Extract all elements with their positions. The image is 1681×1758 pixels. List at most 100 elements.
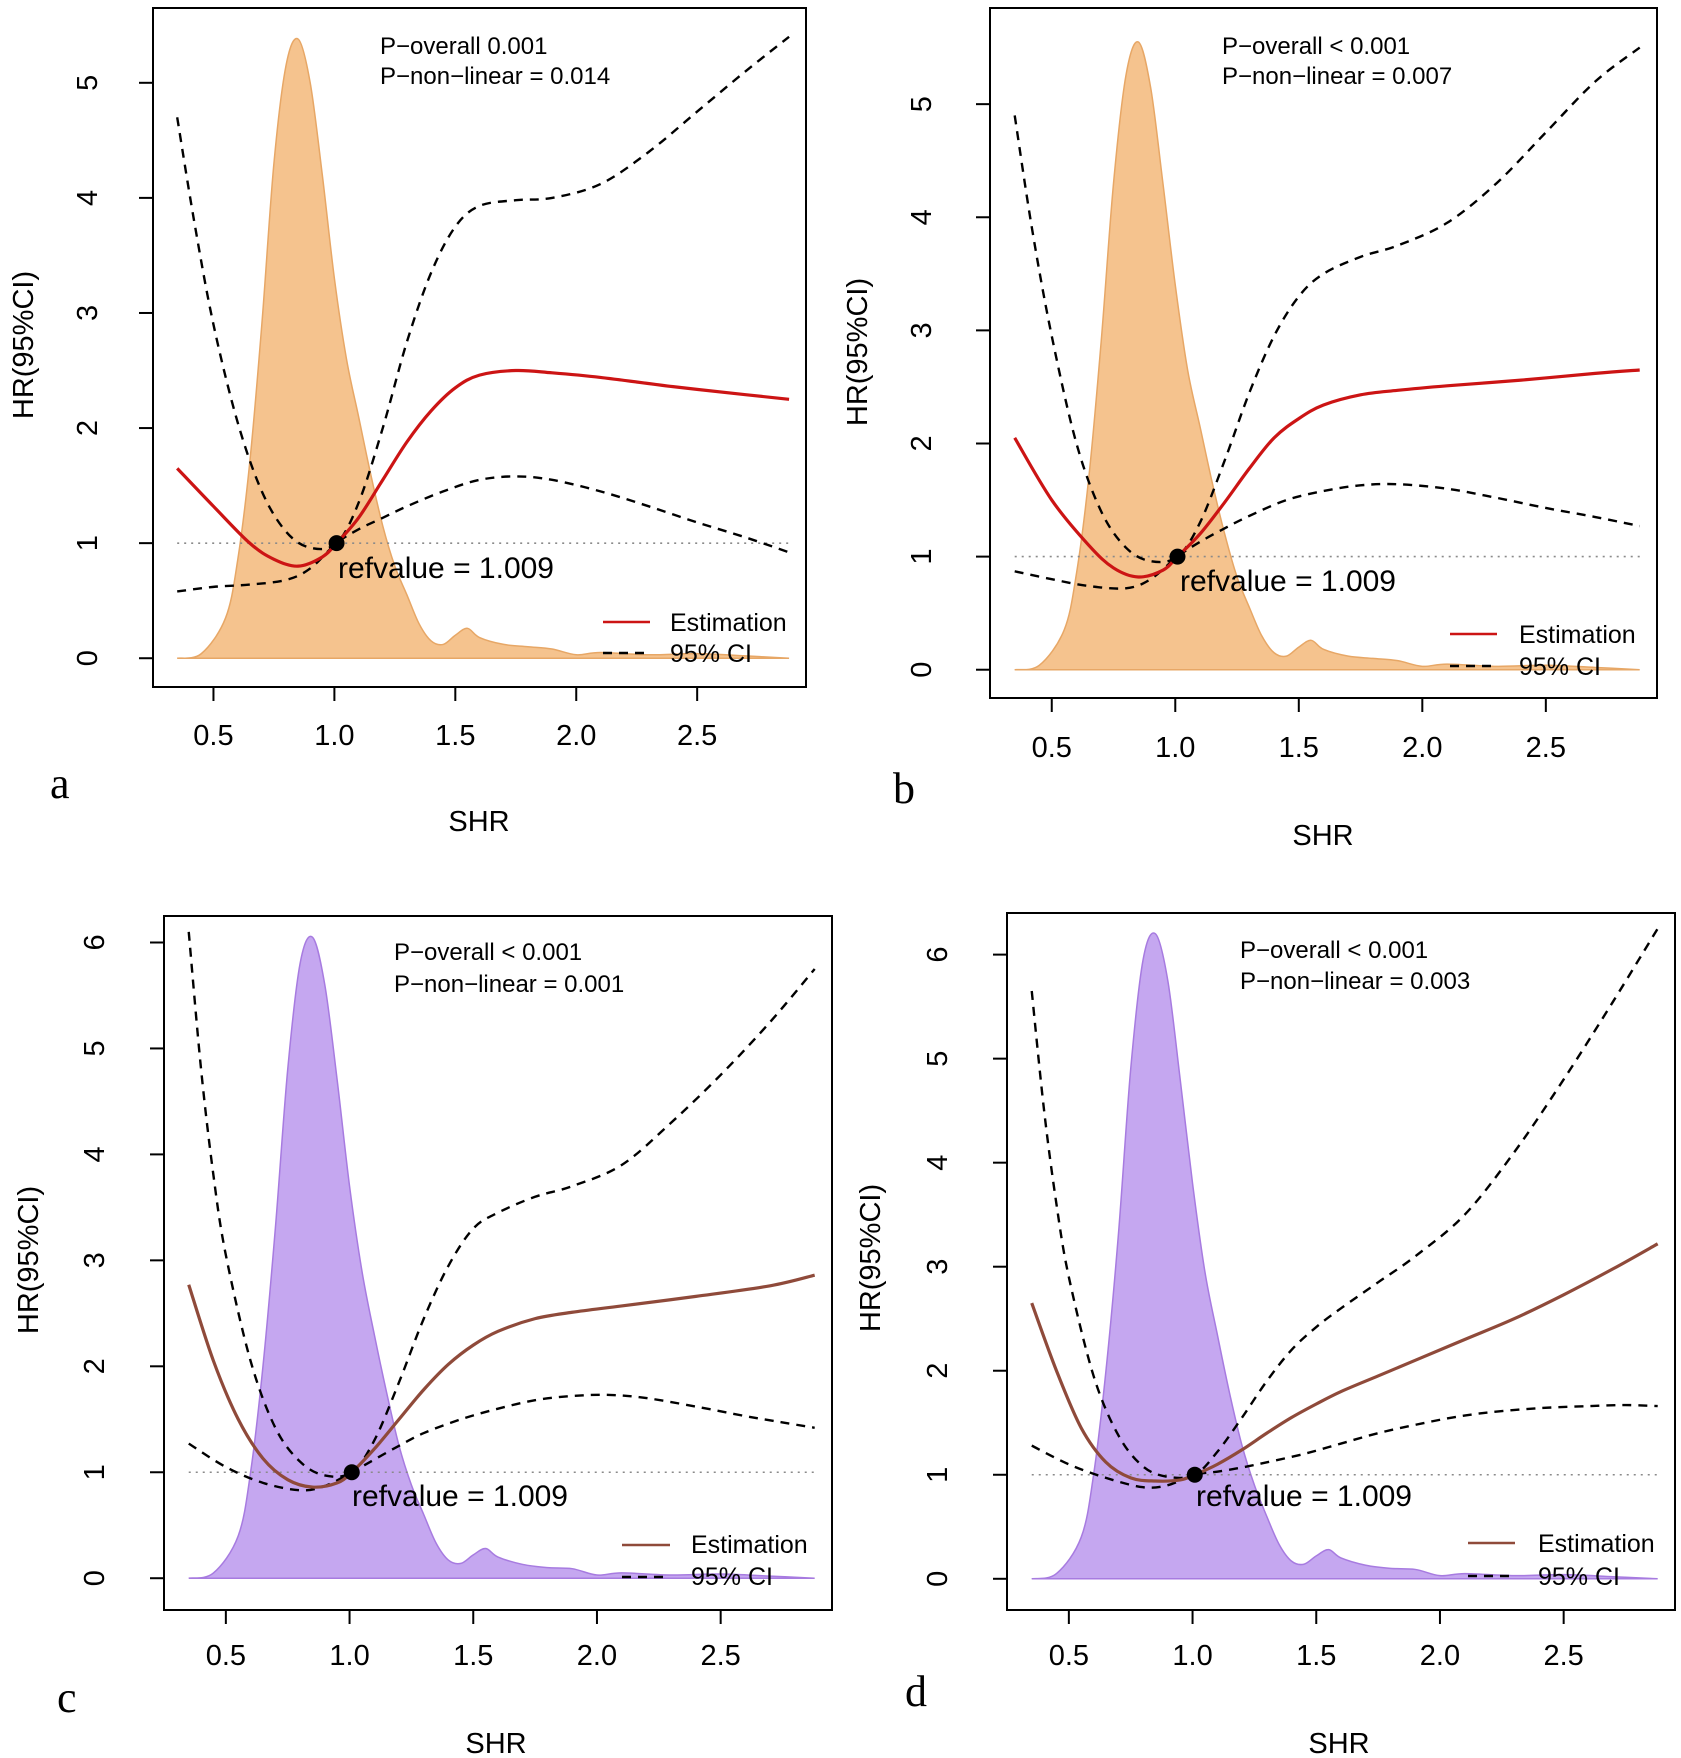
y-tick-label: 2 [906, 435, 938, 451]
panel-letter: a [50, 759, 70, 808]
x-tick-label: 0.5 [1049, 1640, 1089, 1672]
x-tick-label: 0.5 [193, 720, 233, 752]
ci-upper-line [187, 931, 816, 1478]
y-tick-label: 5 [79, 1040, 111, 1056]
estimation-line [176, 368, 790, 568]
reference-point [1169, 548, 1186, 565]
x-tick-label: 2.5 [701, 1640, 741, 1672]
density-curve [1014, 41, 1640, 671]
y-tick-label: 1 [72, 535, 104, 551]
p-overall-label: P−overall < 0.001 [1240, 937, 1428, 964]
p-nonlinear-label: P−non−linear = 0.007 [1222, 63, 1452, 90]
y-tick-label: 0 [922, 1571, 954, 1587]
density-area [1031, 932, 1658, 1580]
panel-c: 0.5 1.0 1.5 2.0 2.5 0 1 2 3 4 5 6 P−overall < 0.00… [13, 915, 833, 1758]
y-tick-label: 5 [72, 75, 104, 91]
density-curve [177, 37, 790, 659]
x-tick-label: 1.5 [1279, 732, 1319, 764]
y-axis-title: HR(95%CI) [855, 1184, 887, 1332]
panel-b: 0.5 1.0 1.5 2.0 2.5 0 1 2 3 4 5 P−overall < 0.001… [842, 7, 1658, 852]
legend-ci-label: 95% CI [1538, 1563, 1620, 1591]
x-tick-label: 1.0 [1172, 1640, 1212, 1672]
y-axis-title: HR(95%CI) [842, 278, 874, 426]
legend-estimation-label: Estimation [1519, 621, 1636, 649]
x-tick-label: 2.0 [1402, 732, 1442, 764]
estimation-line [1030, 1242, 1659, 1483]
y-tick-label: 1 [79, 1464, 111, 1480]
x-axis-title: SHR [465, 1728, 526, 1758]
ci-upper-line [1030, 927, 1659, 1480]
refvalue-label: refvalue = 1.009 [1196, 1480, 1412, 1513]
density-curve [1031, 932, 1658, 1580]
panel-d: 0.5 1.0 1.5 2.0 2.5 0 1 2 3 4 5 6 P−overall < 0.00… [855, 912, 1676, 1758]
y-tick-label: 4 [72, 190, 104, 206]
y-tick-label: 6 [922, 947, 954, 963]
y-tick-label: 3 [922, 1259, 954, 1275]
ref-point-marker [343, 1464, 360, 1481]
x-tick-label: 2.5 [677, 720, 717, 752]
y-tick-label: 6 [79, 934, 111, 950]
density-area [188, 935, 815, 1579]
x-tick-label: 2.5 [1544, 1640, 1584, 1672]
x-tick-label: 0.5 [206, 1640, 246, 1672]
y-tick-label: 2 [79, 1358, 111, 1374]
x-axis-title: SHR [448, 806, 509, 838]
y-tick-label: 1 [906, 549, 938, 565]
y-axis: 0 1 2 3 4 5 [906, 96, 990, 678]
y-tick-label: 5 [922, 1051, 954, 1067]
series-lines [176, 35, 790, 593]
legend-estimation-label: Estimation [1538, 1530, 1655, 1558]
y-axis-title: HR(95%CI) [8, 271, 40, 419]
reference-point [1186, 1466, 1203, 1483]
x-axis: 0.5 1.0 1.5 2.0 2.5 [1049, 1610, 1584, 1672]
y-tick-label: 4 [79, 1146, 111, 1162]
x-tick-label: 1.5 [453, 1640, 493, 1672]
x-axis-title: SHR [1308, 1728, 1369, 1758]
y-tick-label: 5 [906, 96, 938, 112]
legend-estimation-label: Estimation [691, 1531, 808, 1559]
y-tick-label: 2 [72, 420, 104, 436]
y-tick-label: 4 [922, 1155, 954, 1171]
x-axis: 0.5 1.0 1.5 2.0 2.5 [206, 1610, 741, 1672]
panel-letter: d [905, 1667, 927, 1716]
x-tick-label: 2.0 [577, 1640, 617, 1672]
series-lines [1013, 46, 1641, 590]
series-lines [187, 931, 816, 1492]
plot-frame [989, 7, 1658, 699]
ci-upper-line [176, 35, 790, 551]
y-tick-label: 3 [79, 1252, 111, 1268]
x-tick-label: 1.5 [1296, 1640, 1336, 1672]
x-tick-label: 1.0 [314, 720, 354, 752]
p-overall-label: P−overall < 0.001 [394, 939, 582, 966]
x-tick-label: 2.5 [1526, 732, 1566, 764]
panel-letter: b [893, 764, 915, 813]
legend: Estimation 95% CI [1450, 621, 1636, 681]
y-tick-label: 3 [72, 305, 104, 321]
p-overall-label: P−overall < 0.001 [1222, 33, 1410, 60]
y-axis: 0 1 2 3 4 5 [72, 75, 153, 666]
ref-point-marker [328, 535, 345, 552]
y-tick-label: 4 [906, 209, 938, 225]
x-axis: 0.5 1.0 1.5 2.0 2.5 [193, 687, 717, 752]
x-tick-label: 1.0 [1155, 732, 1195, 764]
legend: Estimation 95% CI [622, 1531, 808, 1591]
ci-upper-line [1013, 46, 1641, 564]
ref-point-marker [1186, 1466, 1203, 1483]
ci-lower-line [1031, 1403, 1658, 1489]
panel-a: 0.5 1.0 1.5 2.0 2.5 0 1 2 3 4 5 P−overall 0.001 P… [8, 7, 807, 838]
density-curve [188, 935, 815, 1579]
density-area [177, 37, 790, 659]
ci-lower-line [1014, 482, 1640, 590]
ref-point-marker [1169, 548, 1186, 565]
legend: Estimation 95% CI [603, 609, 787, 668]
legend-ci-label: 95% CI [691, 1563, 773, 1591]
reference-point [328, 535, 345, 552]
legend: Estimation 95% CI [1468, 1530, 1655, 1591]
p-nonlinear-label: P−non−linear = 0.003 [1240, 968, 1470, 995]
x-tick-label: 0.5 [1032, 732, 1072, 764]
p-overall-label: P−overall 0.001 [380, 33, 547, 60]
refvalue-label: refvalue = 1.009 [1180, 565, 1396, 598]
estimation-line [1013, 368, 1640, 579]
legend-ci-label: 95% CI [670, 640, 752, 668]
